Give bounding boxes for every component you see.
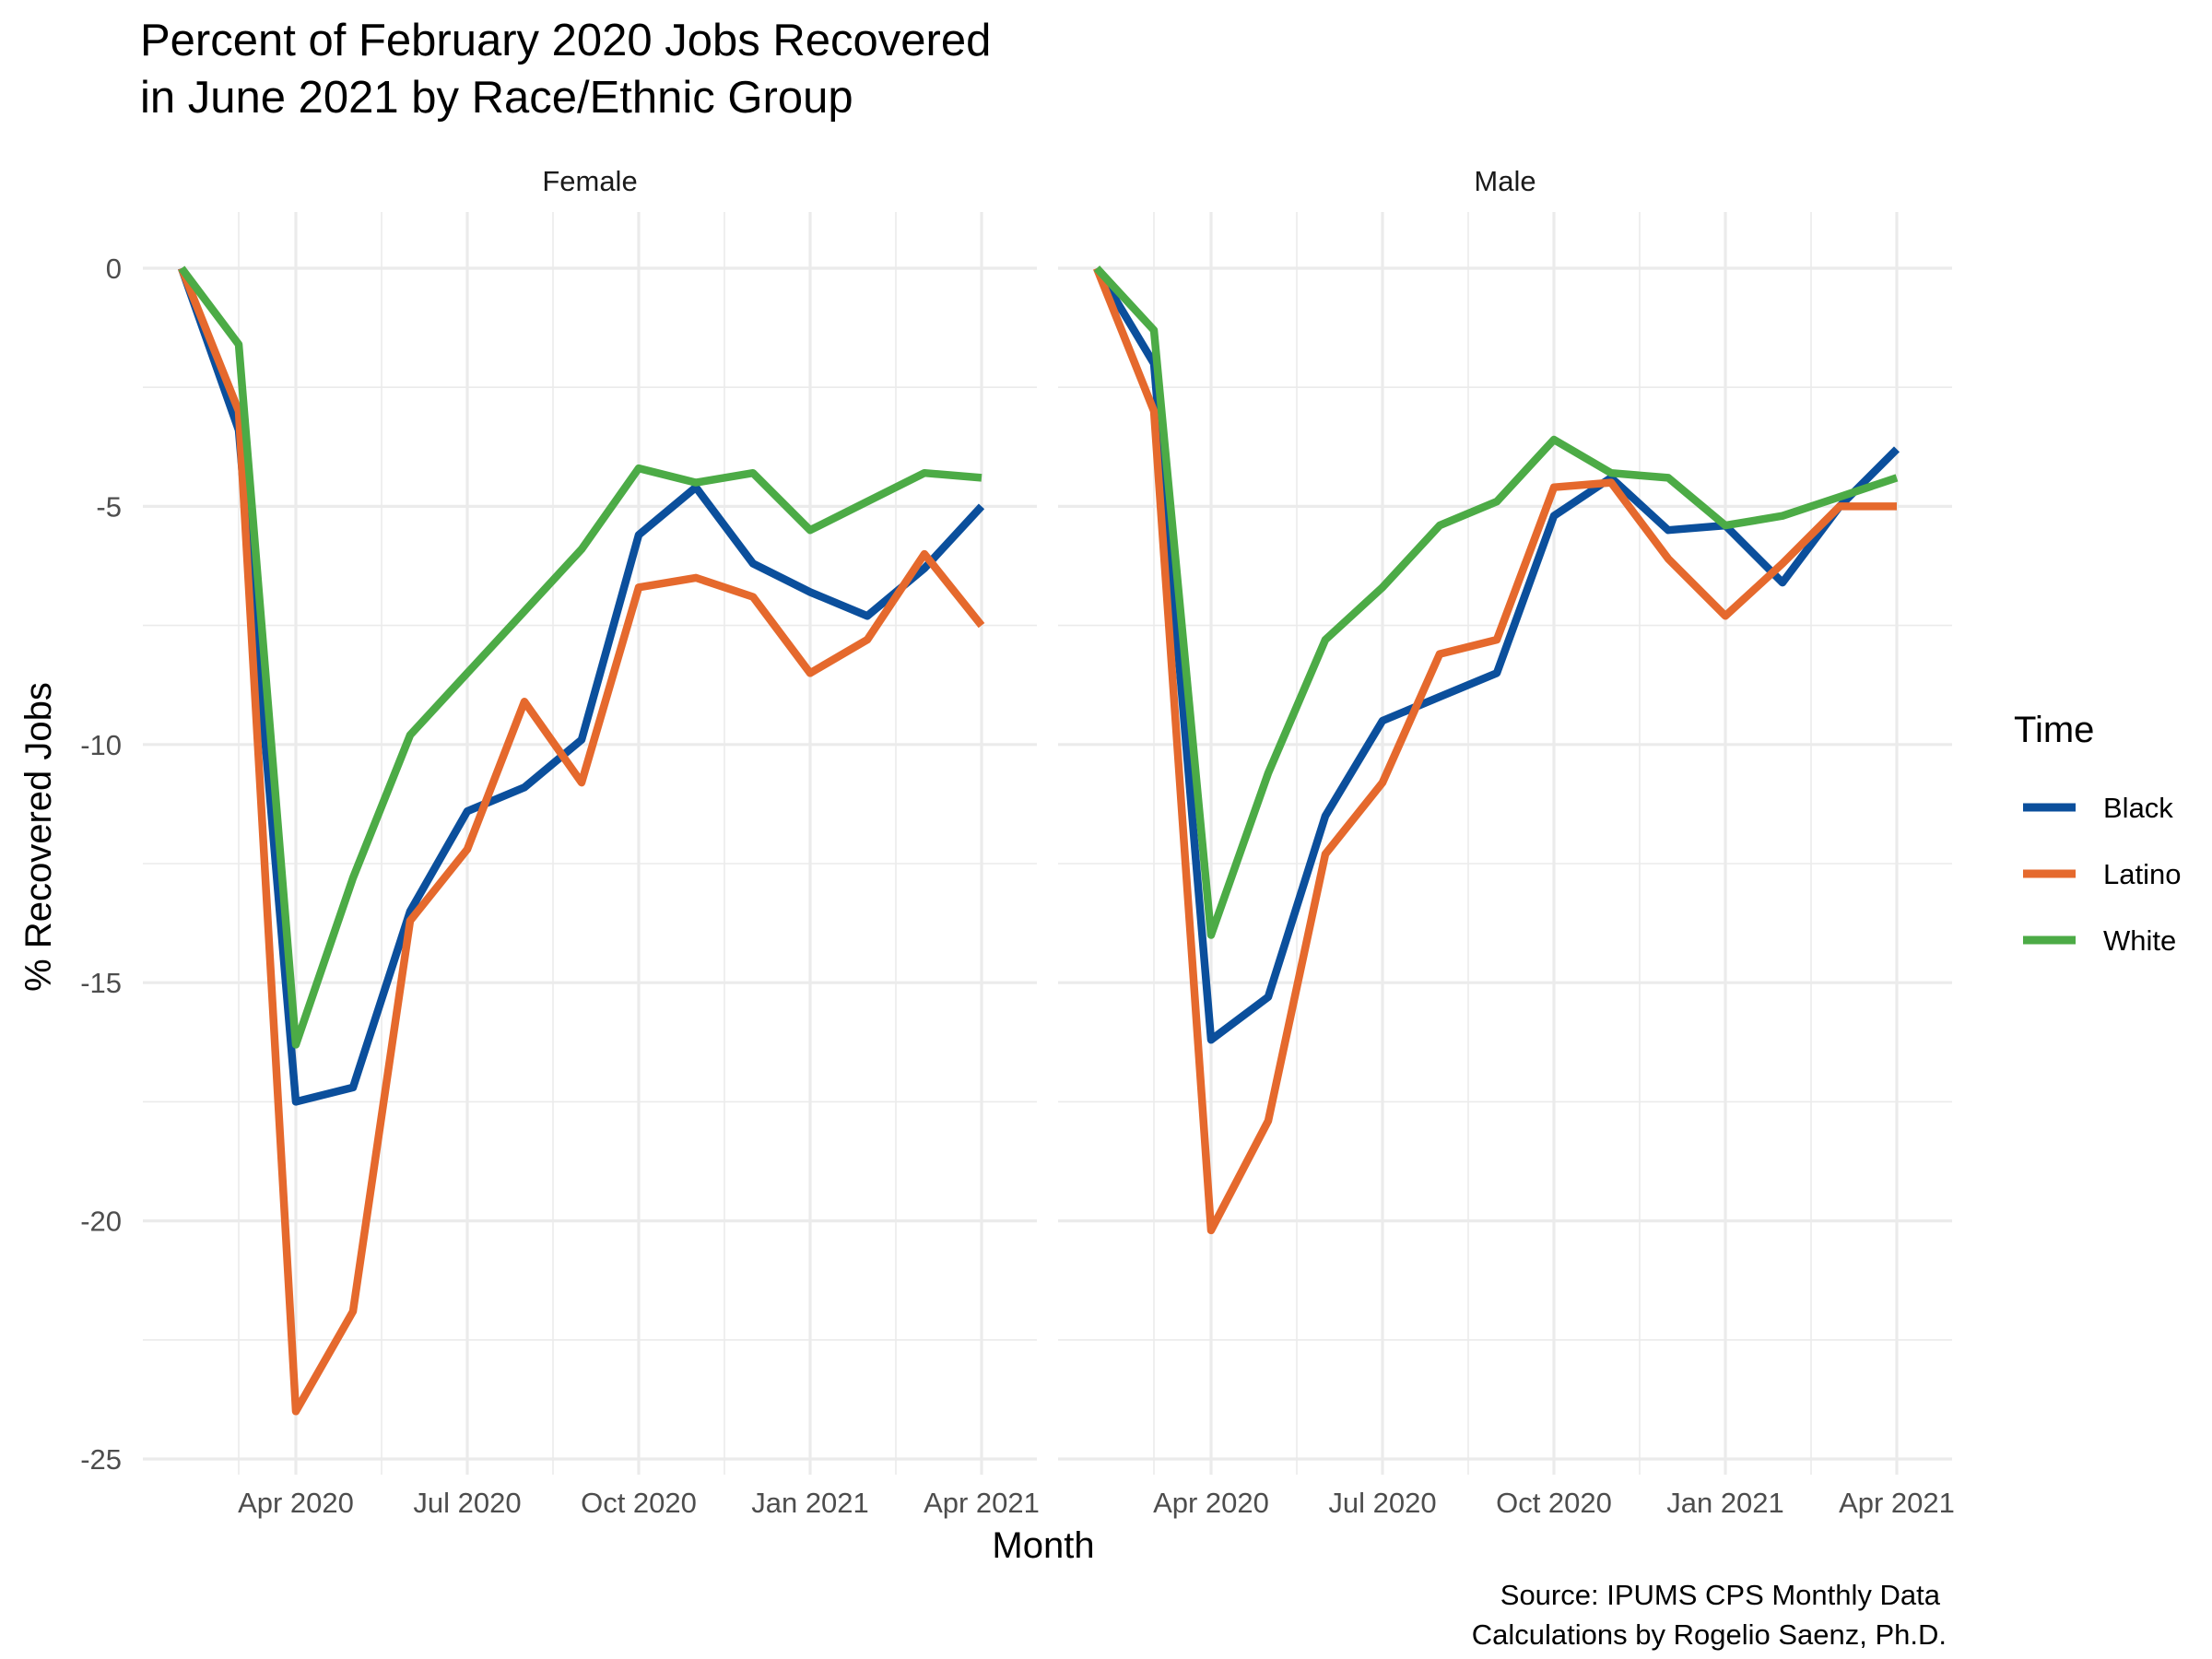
series-line-male-black — [1093, 265, 1900, 1044]
panel-male: Male Apr 2020 Jul 2020 Oct 2020 Jan 2021 Apr … — [1058, 165, 1955, 1519]
chart-title-line-2: in June 2021 by Race/Ethnic Group — [140, 73, 853, 123]
y-tick-label: -10 — [80, 729, 122, 761]
x-tick-label: Apr 2020 — [1153, 1487, 1269, 1519]
x-tick-label: Apr 2020 — [238, 1487, 354, 1519]
facet-panels: Female 0 -5 -10 -15 -20 -25 Apr 2020 Jul 2020 Oct… — [80, 165, 1955, 1519]
panel-female: Female 0 -5 -10 -15 -20 -25 Apr 2020 Jul 2020 Oct… — [80, 165, 1040, 1519]
series-line-male-white — [1093, 265, 1899, 939]
y-tick-label: -15 — [80, 967, 122, 999]
x-tick-label: Apr 2021 — [924, 1487, 1040, 1519]
y-axis-title: % Recovered Jobs — [18, 682, 59, 992]
series-line-female-white — [178, 265, 982, 1049]
x-tick-label: Jan 2021 — [751, 1487, 869, 1519]
legend-label: White — [2103, 924, 2176, 957]
x-tick-label: Jan 2021 — [1666, 1487, 1784, 1519]
y-tick-label: -25 — [80, 1443, 122, 1476]
caption-line-1: Source: IPUMS CPS Monthly Data — [1500, 1579, 1941, 1611]
y-tick-label: 0 — [106, 253, 122, 285]
chart-title: Percent of February 2020 Jobs Recovered … — [140, 16, 991, 123]
legend-label: Black — [2103, 792, 2173, 824]
y-tick-label: -5 — [96, 490, 122, 523]
legend-label: Latino — [2103, 858, 2181, 890]
x-tick-label: Jul 2020 — [413, 1487, 521, 1519]
legend: Time Black Latino White — [2014, 710, 2181, 957]
legend-title: Time — [2014, 710, 2094, 750]
x-tick-label: Oct 2020 — [581, 1487, 697, 1519]
series-line-female-black — [177, 266, 985, 1106]
x-tick-label: Oct 2020 — [1496, 1487, 1612, 1519]
series-line-male-latino — [1093, 266, 1897, 1235]
series-line-female-latino — [178, 266, 985, 1416]
legend-item-white: White — [2023, 924, 2176, 957]
facet-strip-label: Female — [542, 165, 637, 197]
x-tick-label: Apr 2021 — [1839, 1487, 1955, 1519]
caption: Source: IPUMS CPS Monthly Data Calculati… — [1472, 1579, 1947, 1651]
x-axis-title: Month — [992, 1525, 1094, 1566]
facet-strip-label: Male — [1474, 165, 1535, 197]
legend-item-black: Black — [2023, 792, 2173, 824]
chart-title-line-1: Percent of February 2020 Jobs Recovered — [140, 16, 991, 65]
legend-item-latino: Latino — [2023, 858, 2181, 890]
caption-line-2: Calculations by Rogelio Saenz, Ph.D. — [1472, 1618, 1947, 1651]
y-tick-label: -20 — [80, 1206, 122, 1238]
x-tick-label: Jul 2020 — [1328, 1487, 1436, 1519]
